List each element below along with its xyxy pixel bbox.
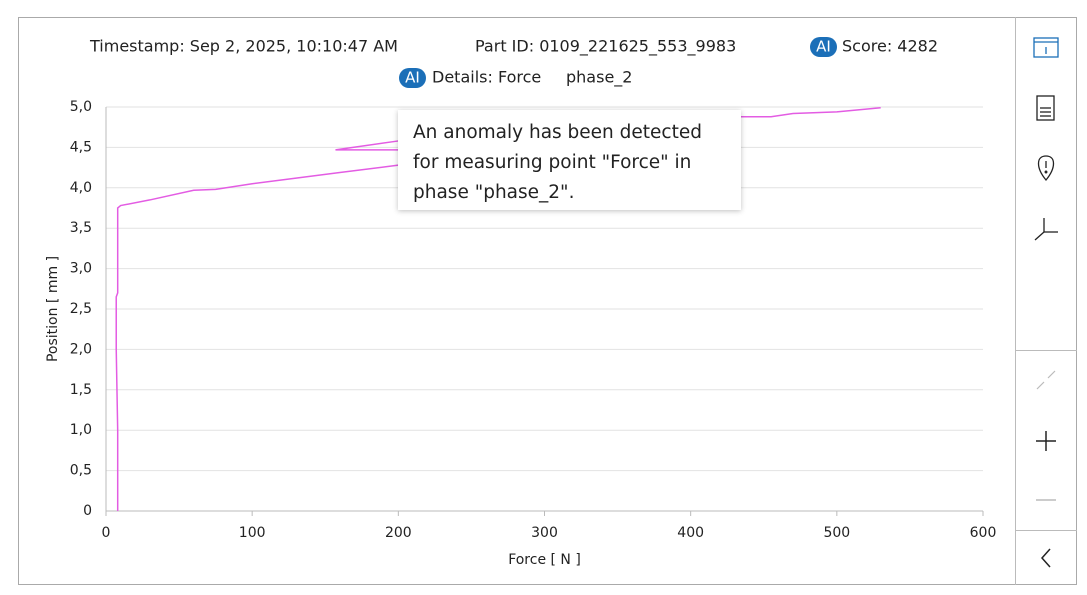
y-tick-label: 3,0 — [70, 261, 92, 277]
anomaly-icon[interactable] — [1037, 155, 1055, 182]
ai-badge — [399, 68, 426, 88]
timestamp: Timestamp: Sep 2, 2025, 10:10:47 AM — [89, 37, 398, 56]
y-tick-label: 2,5 — [70, 301, 92, 317]
back-button[interactable] — [1040, 548, 1051, 568]
y-tick-label: 4,0 — [70, 180, 92, 196]
ai-badge-text: AI — [405, 69, 420, 87]
x-tick-label: 300 — [531, 525, 558, 541]
ai-badge-text: AI — [816, 38, 831, 56]
y-tick-label: 1,5 — [70, 382, 92, 398]
zoom-in-button[interactable] — [1036, 431, 1056, 451]
y-tick-label: 5,0 — [70, 99, 92, 115]
y-tick-label: 0 — [83, 503, 92, 519]
x-tick-label: 500 — [823, 525, 850, 541]
y-tick-label: 4,5 — [70, 139, 92, 155]
y-tick-label: 2,0 — [70, 341, 92, 357]
x-tick-label: 0 — [102, 525, 111, 541]
details: Details: Force — [432, 68, 541, 87]
collapse-icon[interactable] — [1036, 370, 1056, 390]
x-tick-label: 600 — [970, 525, 997, 541]
tooltip: An anomaly has been detected for measuri… — [398, 110, 741, 210]
x-tick-label: 400 — [677, 525, 704, 541]
x-tick-label: 100 — [239, 525, 266, 541]
report-icon[interactable] — [1036, 95, 1055, 121]
ai-badge — [810, 37, 837, 57]
x-tick-label: 200 — [385, 525, 412, 541]
axes-icon[interactable] — [1034, 218, 1058, 241]
x-axis-title: Force [ N ] — [508, 552, 581, 568]
phase: phase_2 — [566, 68, 632, 88]
y-axis-title: Position [ mm ] — [45, 256, 61, 362]
score: Score: 4282 — [842, 37, 938, 56]
panel-border — [18, 17, 1077, 585]
data-line — [115, 107, 881, 511]
y-tick-label: 3,5 — [70, 220, 92, 236]
info-icon[interactable] — [1033, 37, 1059, 58]
y-tick-label: 0,5 — [70, 463, 92, 479]
part-id: Part ID: 0109_221625_553_9983 — [475, 37, 736, 57]
y-tick-label: 1,0 — [70, 422, 92, 438]
